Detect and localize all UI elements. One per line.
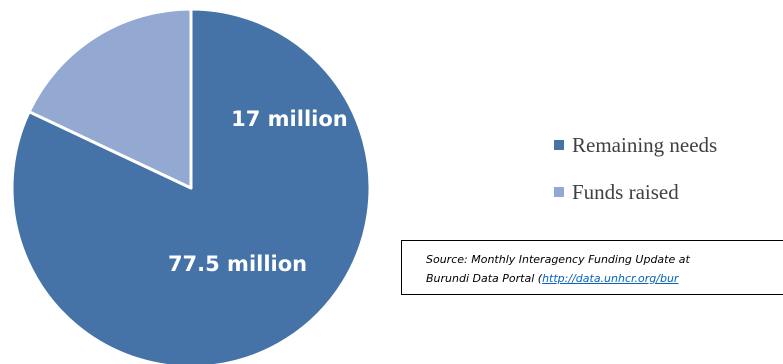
source-line-1: Source: Monthly Interagency Funding Upda…	[426, 253, 690, 266]
source-note: Source: Monthly Interagency Funding Upda…	[401, 240, 783, 295]
legend-swatch-funds-raised	[554, 187, 564, 197]
legend-item-funds-raised: Funds raised	[554, 179, 717, 205]
data-label-remaining-needs: 77.5 million	[168, 252, 307, 276]
source-line-2: Burundi Data Portal (http://data.unhcr.o…	[426, 269, 783, 288]
legend-label-remaining-needs: Remaining needs	[572, 132, 718, 157]
source-link[interactable]: http://data.unhcr.org/bur	[542, 272, 679, 285]
legend-item-remaining-needs: Remaining needs	[554, 132, 717, 158]
legend-swatch-remaining-needs	[554, 140, 564, 150]
pie-slice-remaining-needs	[10, 7, 372, 364]
data-label-funds-raised: 17 million	[231, 107, 348, 131]
pie-slice-funds-raised	[27, 7, 193, 190]
pie-chart: 77.5 million 17 million	[10, 7, 372, 364]
source-line-2-prefix: Burundi Data Portal (	[426, 272, 543, 285]
legend: Remaining needs Funds raised	[554, 132, 717, 226]
legend-label-funds-raised: Funds raised	[572, 179, 679, 204]
